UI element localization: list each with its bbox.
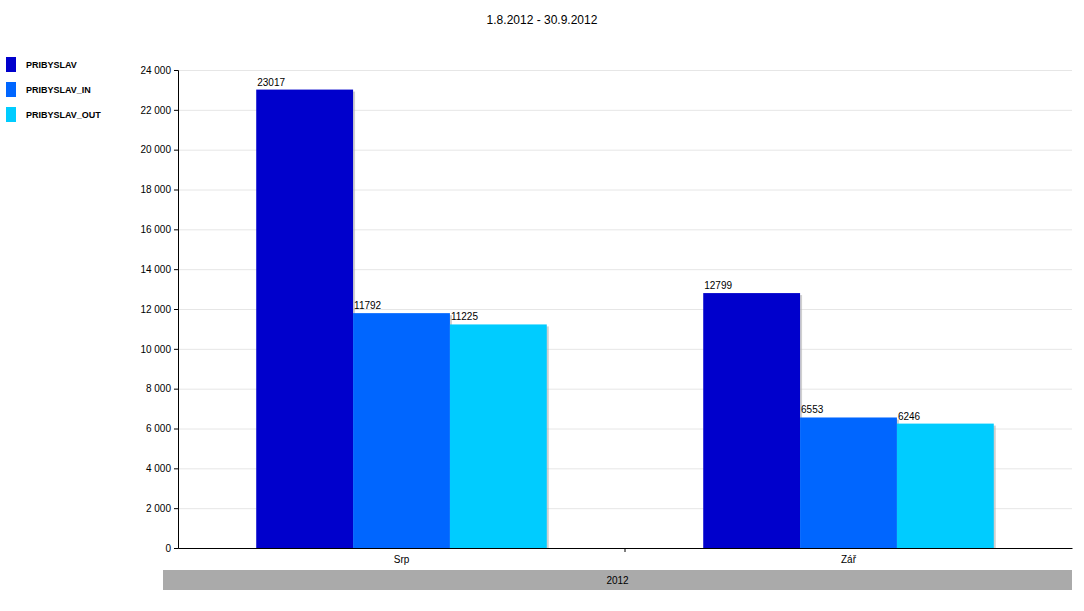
bar: [703, 293, 800, 548]
y-axis-line: [174, 71, 179, 549]
y-tick-label: 14 000: [140, 264, 171, 275]
y-tick-label: 24 000: [140, 65, 171, 76]
x-axis: Srp Zář: [179, 548, 1073, 565]
data-label: 6246: [898, 411, 921, 422]
y-tick-label: 12 000: [140, 304, 171, 315]
data-label: 12799: [704, 280, 732, 291]
y-tick-label: 0: [165, 543, 171, 554]
y-tick-label: 20 000: [140, 144, 171, 155]
y-tick-mark: [174, 389, 178, 390]
chart: 1.8.2012 - 30.9.2012 23017 12799 11792 6553 1…: [0, 0, 1084, 611]
y-tick: 2 000: [146, 503, 178, 514]
y-tick-label: 16 000: [140, 224, 171, 235]
y-tick: 24 000: [140, 65, 178, 76]
y-tick: 18 000: [140, 184, 178, 195]
y-tick-label: 8 000: [146, 383, 171, 394]
bar: [800, 417, 897, 548]
x-separators: [625, 548, 626, 552]
y-tick-mark: [174, 190, 178, 191]
x-tick: Zář: [841, 548, 857, 565]
x-label: 2012: [606, 575, 629, 586]
bars: [256, 90, 996, 548]
title: 1.8.2012 - 30.9.2012: [487, 13, 598, 27]
y-tick-mark: [174, 229, 178, 230]
y-tick-mark: [174, 468, 178, 469]
legend-swatch: [6, 107, 16, 122]
grid: [178, 71, 1072, 549]
y-tick: 16 000: [140, 224, 178, 235]
y-tick: 20 000: [140, 144, 178, 155]
y-tick-mark: [174, 349, 178, 350]
x-tick-label: Srp: [394, 554, 410, 565]
bar: [353, 313, 450, 548]
y-tick: 22 000: [140, 105, 178, 116]
y-tick-mark: [174, 150, 178, 151]
y-tick-mark: [174, 309, 178, 310]
y-tick: 4 000: [146, 463, 178, 474]
y-tick: 8 000: [146, 383, 178, 394]
data-label: 6553: [801, 404, 824, 415]
legend-swatch: [6, 82, 16, 97]
data-label: 23017: [257, 77, 285, 88]
bar: [256, 90, 353, 548]
legend-label: PRIBYSLAV_OUT: [26, 110, 101, 120]
legend: PRIBYSLAV PRIBYSLAV_IN PRIBYSLAV_OUT: [6, 57, 101, 122]
y-axis: 0 2 000 4 000 6 000 8 000 10 000 12 000 14 000 1…: [140, 65, 178, 554]
grid-line: [178, 70, 1072, 71]
data-label: 11792: [354, 300, 382, 311]
group-band: [163, 570, 1072, 590]
y-tick: 6 000: [146, 423, 178, 434]
y-tick-label: 22 000: [140, 105, 171, 116]
data-label: 11225: [451, 311, 479, 322]
y-tick-mark: [174, 269, 178, 270]
y-tick-label: 4 000: [146, 463, 171, 474]
bar: [897, 424, 994, 548]
y-tick-label: 18 000: [140, 184, 171, 195]
y-tick: 0: [165, 543, 178, 554]
data-labels: 23017 12799 11792 6553 11225 6246: [257, 77, 920, 422]
y-tick-label: 2 000: [146, 503, 171, 514]
legend-label: PRIBYSLAV: [26, 60, 77, 70]
y-tick: 10 000: [140, 344, 178, 355]
legend-swatch: [6, 57, 16, 72]
y-tick: 12 000: [140, 304, 178, 315]
y-tick-label: 6 000: [146, 423, 171, 434]
y-tick-mark: [174, 70, 178, 71]
y-tick-mark: [174, 508, 178, 509]
legend-label: PRIBYSLAV_IN: [26, 85, 91, 95]
x-tick: Srp: [394, 548, 410, 565]
y-tick-mark: [174, 429, 178, 430]
y-tick-mark: [174, 110, 178, 111]
y-tick-mark: [174, 548, 178, 549]
x-tick-label: Zář: [841, 554, 857, 565]
x-separator: [625, 548, 626, 552]
y-tick-label: 10 000: [140, 344, 171, 355]
y-tick: 14 000: [140, 264, 178, 275]
bar: [450, 324, 547, 548]
